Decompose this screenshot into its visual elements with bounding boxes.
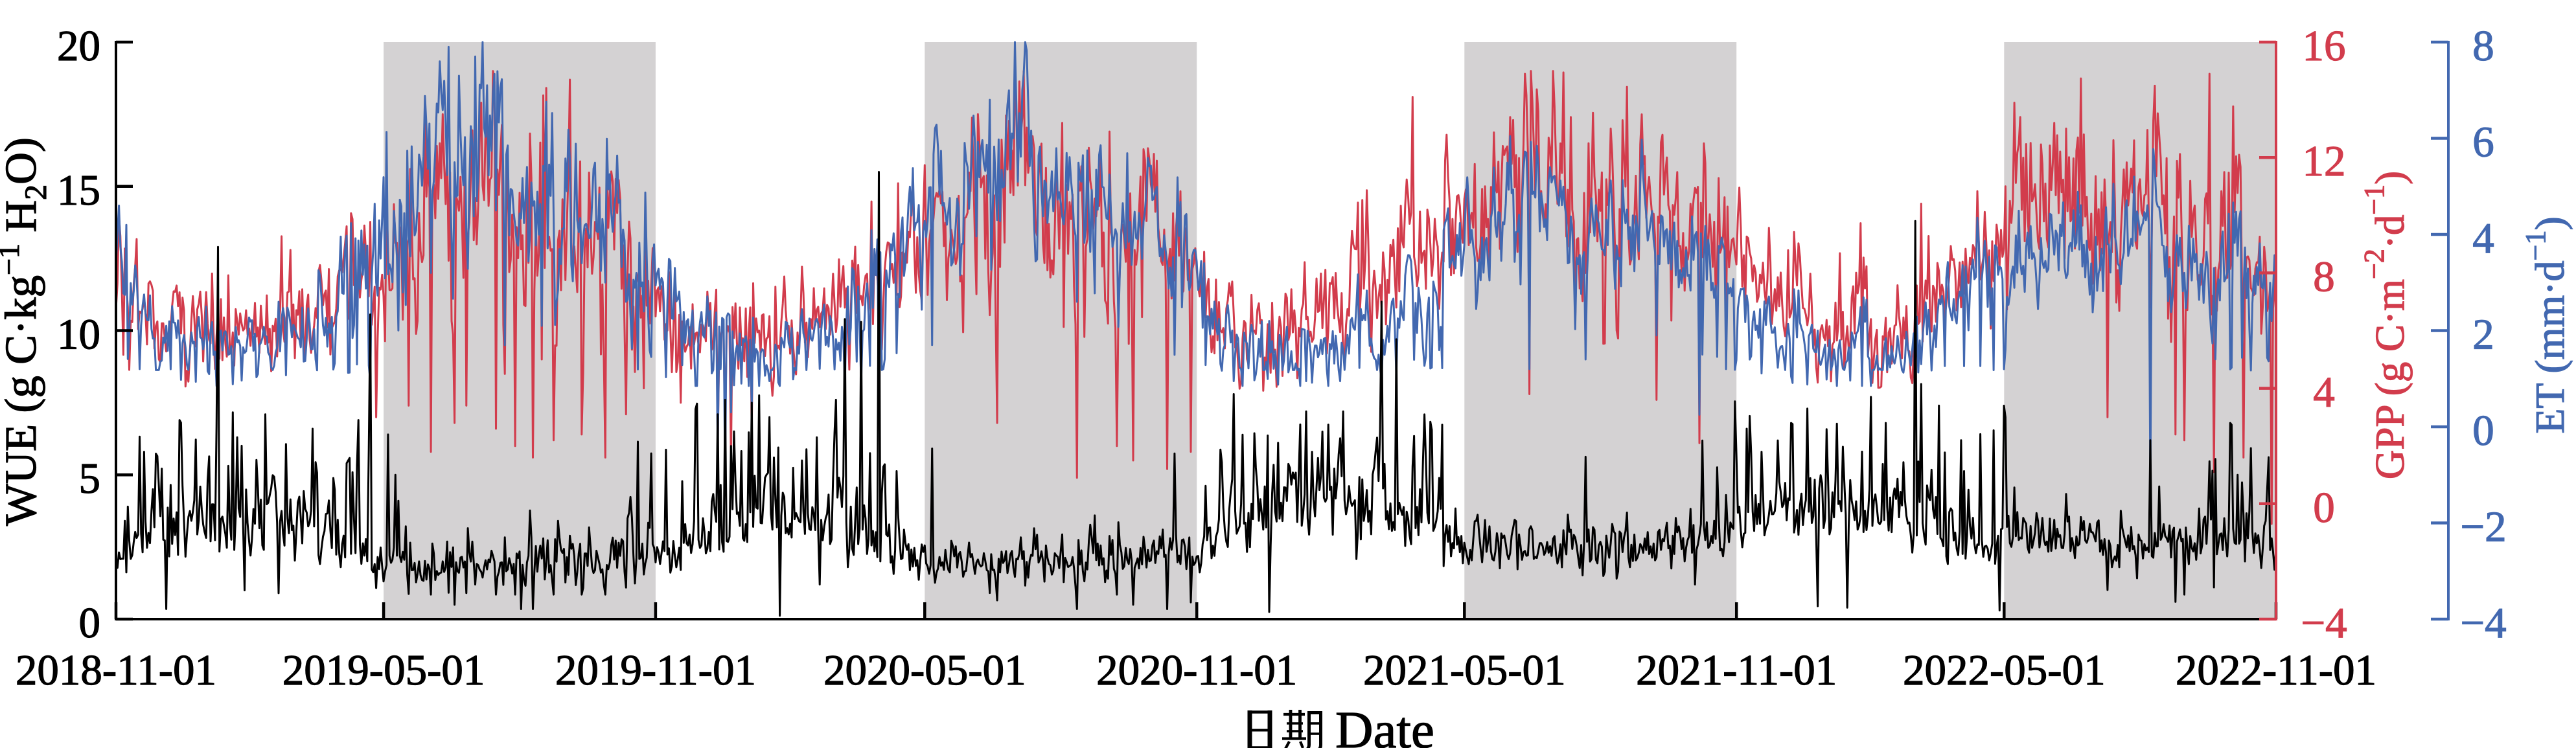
svg-text:0: 0 (2472, 407, 2494, 455)
svg-text:−4: −4 (2460, 599, 2506, 647)
svg-text:20: 20 (57, 22, 100, 70)
svg-text:2019-11-01: 2019-11-01 (555, 646, 756, 694)
svg-text:Date: Date (1335, 701, 1434, 748)
svg-text:2020-11-01: 2020-11-01 (1096, 646, 1297, 694)
svg-text:0: 0 (79, 599, 101, 647)
svg-text:ET (mm·d−1): ET (mm·d−1) (2520, 216, 2573, 433)
svg-text:8: 8 (2472, 22, 2494, 70)
svg-text:10: 10 (57, 311, 100, 359)
svg-text:−4: −4 (2301, 599, 2347, 647)
svg-text:2020-05-01: 2020-05-01 (823, 646, 1026, 694)
svg-text:4: 4 (2472, 214, 2494, 262)
svg-text:8: 8 (2313, 253, 2335, 300)
svg-text:−2: −2 (2460, 503, 2506, 551)
svg-text:2019-05-01: 2019-05-01 (282, 646, 485, 694)
svg-text:0: 0 (2313, 484, 2335, 532)
svg-text:2022-11-01: 2022-11-01 (2176, 646, 2376, 694)
svg-text:WUE (g C·kg−1 H2O): WUE (g C·kg−1 H2O) (0, 137, 53, 526)
svg-text:2022-05-01: 2022-05-01 (1903, 646, 2106, 694)
svg-text:GPP (g C·m−2·d−1): GPP (g C·m−2·d−1) (2358, 171, 2413, 479)
svg-text:2: 2 (2472, 311, 2494, 359)
svg-text:2018-11-01: 2018-11-01 (16, 646, 216, 694)
svg-text:5: 5 (79, 455, 101, 503)
svg-text:6: 6 (2472, 119, 2494, 166)
svg-text:4: 4 (2313, 368, 2335, 416)
svg-text:2021-05-01: 2021-05-01 (1363, 646, 1566, 694)
svg-text:16: 16 (2303, 22, 2346, 70)
svg-text:15: 15 (57, 166, 100, 214)
svg-text:12: 12 (2303, 137, 2346, 185)
svg-text:2021-11-01: 2021-11-01 (1636, 646, 1837, 694)
